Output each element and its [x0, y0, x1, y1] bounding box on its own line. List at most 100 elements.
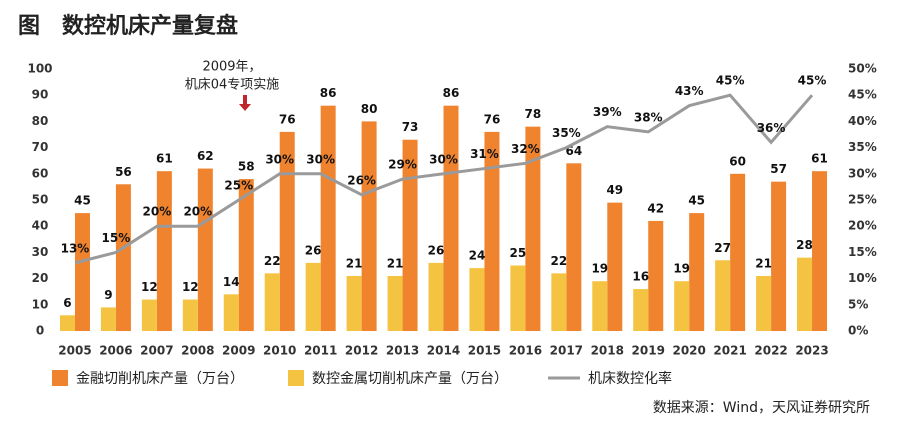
- y2-tick-label: 35%: [848, 140, 877, 154]
- x-tick-label: 2013: [386, 344, 419, 358]
- legend-label: 机床数控化率: [588, 370, 672, 387]
- bar-label: 57: [770, 162, 787, 176]
- bar-label: 61: [811, 152, 828, 166]
- y2-tick-label: 40%: [848, 114, 877, 128]
- line-label: 30%: [429, 152, 458, 166]
- x-tick-label: 2017: [550, 344, 583, 358]
- bar: [797, 257, 813, 331]
- y2-tick-label: 30%: [848, 166, 877, 180]
- bar: [59, 315, 75, 331]
- y2-tick-label: 20%: [848, 219, 877, 233]
- line-label: 15%: [102, 231, 131, 245]
- bar-label: 24: [469, 249, 486, 263]
- bar-label: 22: [550, 254, 567, 268]
- line-label: 25%: [224, 179, 253, 193]
- y-tick-label: 80: [32, 114, 49, 128]
- line-label: 43%: [675, 84, 704, 98]
- bar-label: 86: [443, 86, 460, 100]
- y-tick-label: 30: [32, 245, 49, 259]
- y2-tick-label: 15%: [848, 245, 877, 259]
- x-tick-label: 2015: [468, 344, 501, 358]
- x-tick-label: 2018: [591, 344, 624, 358]
- bar: [566, 163, 582, 331]
- legend-swatch: [288, 370, 304, 386]
- chart-title: 图 数控机床产量复盘: [18, 13, 238, 39]
- bar: [387, 275, 403, 331]
- bar-label: 9: [104, 288, 112, 302]
- bar: [223, 294, 239, 331]
- x-tick-label: 2006: [99, 344, 132, 358]
- bar-label: 16: [632, 270, 649, 284]
- x-tick-label: 2014: [427, 344, 460, 358]
- bar: [469, 268, 485, 331]
- line-label: 13%: [61, 241, 90, 255]
- y-tick-label: 70: [32, 140, 49, 154]
- y2-tick-label: 10%: [848, 271, 877, 285]
- bar-label: 76: [484, 112, 501, 126]
- bar: [305, 262, 321, 331]
- bar-label: 58: [238, 160, 255, 174]
- bar: [633, 289, 649, 331]
- bar-label: 28: [796, 238, 813, 252]
- line-label: 30%: [265, 152, 294, 166]
- line-label: 20%: [183, 205, 212, 219]
- line-label: 35%: [552, 126, 581, 140]
- x-tick-label: 2010: [263, 344, 296, 358]
- bar: [141, 299, 157, 331]
- line-label: 39%: [593, 105, 622, 119]
- bar: [428, 262, 444, 331]
- y-tick-label: 10: [32, 297, 49, 311]
- bar: [689, 213, 705, 331]
- bar: [443, 105, 459, 332]
- bar-label: 42: [647, 201, 664, 215]
- x-tick-label: 2016: [509, 344, 542, 358]
- line-label: 29%: [388, 158, 417, 172]
- bar: [484, 131, 500, 331]
- bar: [74, 213, 90, 331]
- x-tick-label: 2023: [795, 344, 828, 358]
- bar: [238, 179, 254, 331]
- bar-label: 19: [591, 262, 608, 276]
- y-tick-label: 0: [36, 324, 44, 338]
- line-label: 30%: [306, 152, 335, 166]
- bar: [715, 260, 731, 331]
- bar: [182, 299, 198, 331]
- bar-label: 14: [223, 275, 240, 289]
- bar: [361, 121, 377, 332]
- bar-label: 86: [320, 86, 337, 100]
- line-label: 20%: [143, 205, 172, 219]
- bar-label: 49: [606, 183, 623, 197]
- bar: [264, 273, 280, 331]
- x-tick-label: 2019: [632, 344, 665, 358]
- bar: [648, 220, 664, 331]
- bar-label: 21: [755, 256, 772, 270]
- x-tick-label: 2005: [58, 344, 91, 358]
- bar-label: 78: [525, 107, 542, 121]
- y2-tick-label: 0%: [848, 324, 868, 338]
- annotation: 机床04专项实施: [185, 78, 280, 93]
- x-tick-label: 2009: [222, 344, 255, 358]
- y-tick-label: 50: [32, 193, 49, 207]
- line-label: 45%: [716, 74, 745, 88]
- x-tick-label: 2022: [754, 344, 787, 358]
- y2-tick-label: 25%: [848, 193, 877, 207]
- bar: [346, 275, 362, 331]
- y-tick-label: 100: [27, 62, 52, 76]
- x-tick-label: 2007: [140, 344, 173, 358]
- legend-label: 数控金属切削机床产量（万台）: [312, 371, 508, 387]
- y-tick-label: 90: [32, 88, 49, 102]
- bar: [320, 105, 336, 332]
- annotation-arrow: [239, 95, 251, 111]
- line: [74, 93, 814, 265]
- bar-label: 56: [115, 165, 132, 179]
- bar-label: 19: [673, 262, 690, 276]
- line-label: 26%: [347, 173, 376, 187]
- line-label: 36%: [757, 121, 786, 135]
- x-tick-label: 2012: [345, 344, 378, 358]
- bar: [156, 171, 172, 331]
- bar: [551, 273, 567, 331]
- bar-label: 73: [402, 120, 419, 134]
- bar: [771, 181, 787, 331]
- line-label: 45%: [798, 74, 827, 88]
